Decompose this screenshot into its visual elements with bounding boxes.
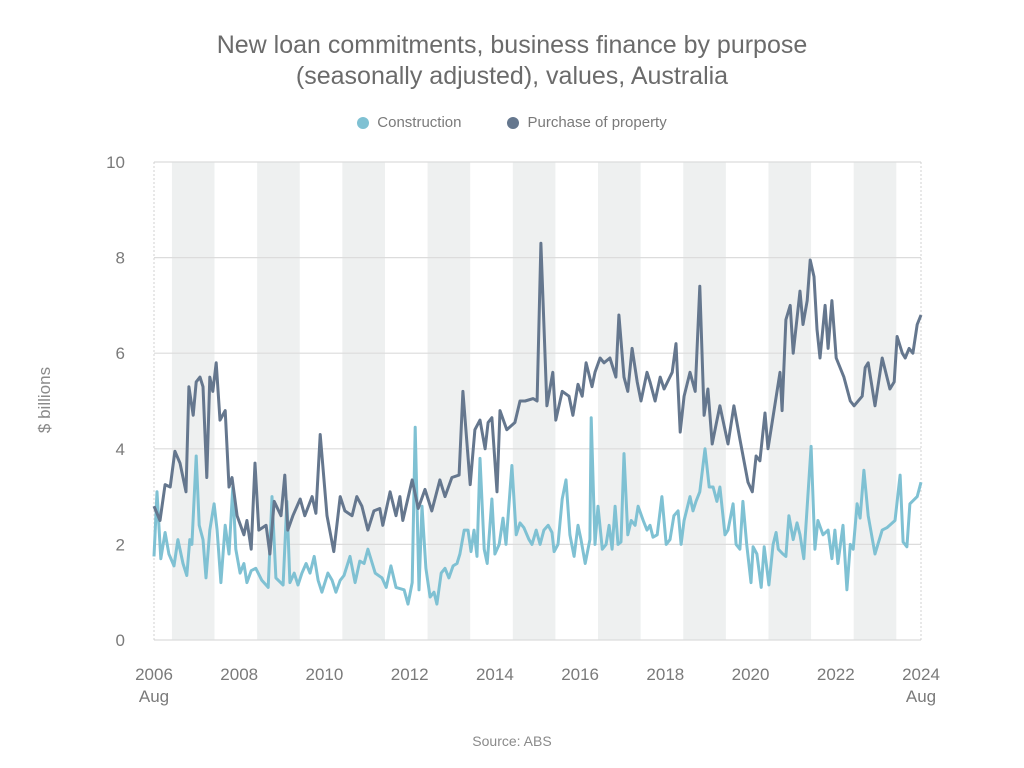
y-tick-label: 2 xyxy=(116,535,125,554)
x-tick-label: 2018 xyxy=(646,665,684,684)
x-tick-label: 2006 xyxy=(135,665,173,684)
x-tick-label: 2012 xyxy=(391,665,429,684)
series-line-construction xyxy=(152,416,923,606)
series-line-purchase-of-property xyxy=(152,241,923,556)
legend-label-construction: Construction xyxy=(377,114,462,131)
shaded-band-2017 xyxy=(598,162,641,640)
x-tick-label: 2024 xyxy=(902,665,940,684)
legend-swatch-purchase-of-property xyxy=(507,116,520,129)
shaded-band-2011 xyxy=(342,162,385,640)
chart-title-line-1: New loan commitments, business finance b… xyxy=(216,31,808,59)
legend-item-construction: Construction xyxy=(357,114,461,131)
chart-title-line-2: (seasonally adjusted), values, Australia xyxy=(295,62,729,90)
x-tick-label: 2010 xyxy=(306,665,344,684)
x-tick-sublabel: Aug xyxy=(139,687,169,706)
x-tick-label: 2014 xyxy=(476,665,514,684)
source-note: Source: ABS xyxy=(472,733,552,749)
x-tick-label: 2022 xyxy=(817,665,855,684)
x-tick-label: 2016 xyxy=(561,665,599,684)
x-tick-label: 2008 xyxy=(220,665,258,684)
y-tick-label: 4 xyxy=(116,440,125,459)
y-tick-label: 10 xyxy=(106,153,125,172)
legend-item-purchase-of-property: Purchase of property xyxy=(507,114,667,131)
x-tick-label: 2020 xyxy=(732,665,770,684)
legend-label-purchase-of-property: Purchase of property xyxy=(527,114,667,131)
x-tick-sublabel: Aug xyxy=(906,687,936,706)
y-tick-label: 6 xyxy=(116,344,125,363)
shaded-band-2009 xyxy=(257,162,300,640)
legend: Construction Purchase of property xyxy=(0,114,1024,131)
chart-title: New loan commitments, business finance b… xyxy=(0,30,1024,92)
y-tick-label: 8 xyxy=(116,249,125,268)
legend-swatch-construction xyxy=(357,116,370,129)
y-tick-label: 0 xyxy=(116,631,125,650)
